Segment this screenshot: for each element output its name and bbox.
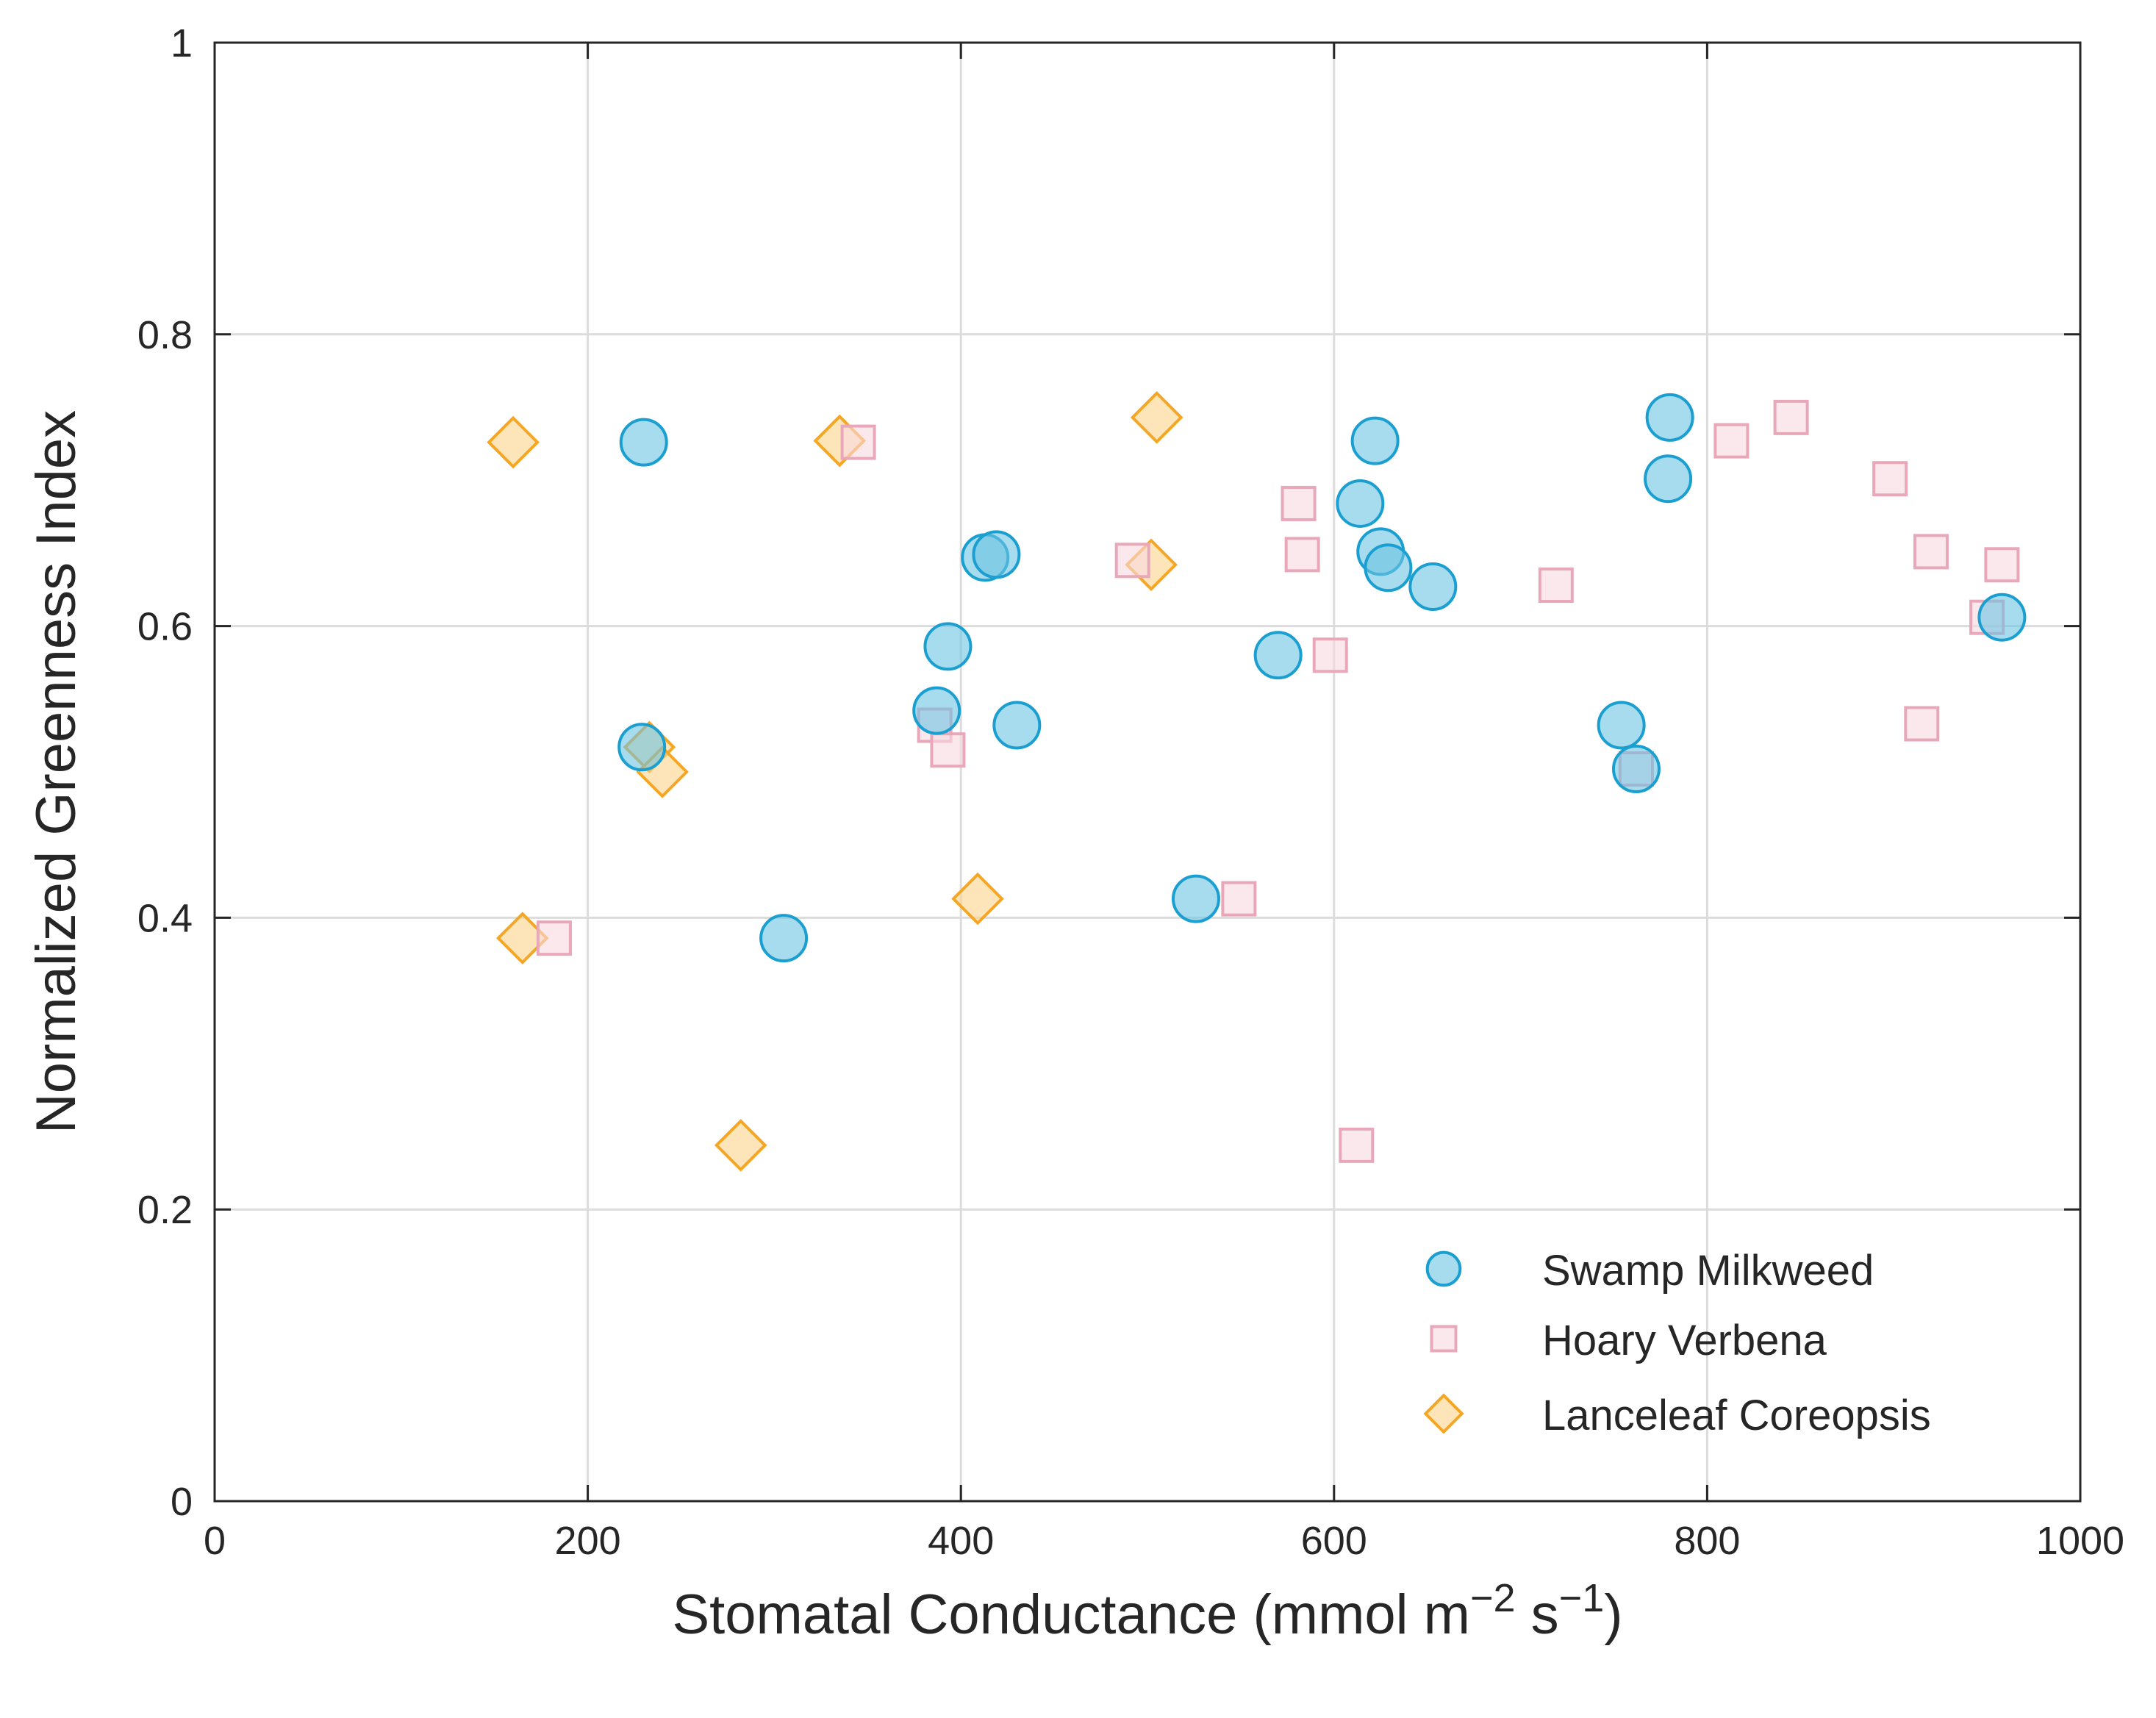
hoary-verbena-point [1984, 547, 2020, 583]
swamp-milkweed-point [972, 530, 1021, 579]
swamp-milkweed-point [1364, 543, 1413, 593]
x-axis-label-sup1: −2 [1470, 1576, 1516, 1620]
axis-ticks [213, 41, 2082, 1503]
hoary-verbena-point [1312, 637, 1348, 673]
lanceleaf-coreopsis-point [714, 1119, 767, 1172]
x-tick-label: 200 [555, 1519, 621, 1563]
hoary-verbena-point [930, 732, 966, 768]
swamp-milkweed-point [912, 686, 961, 735]
lanceleaf-coreopsis-point [1130, 391, 1183, 444]
hoary-verbena-point [1221, 881, 1257, 917]
y-tick-label: 0.2 [137, 1188, 193, 1232]
x-tick-label: 0 [204, 1519, 226, 1563]
hoary-verbena-point [1281, 485, 1317, 521]
hoary-verbena-point [536, 920, 572, 956]
hoary-verbena-point [1284, 537, 1320, 573]
swamp-milkweed-point [1253, 631, 1303, 680]
swamp-milkweed-point [617, 723, 667, 772]
swamp-milkweed-point [759, 914, 809, 963]
swamp-milkweed-point [1171, 874, 1220, 923]
legend-label-swamp-milkweed: Swamp Milkweed [1542, 1247, 1874, 1295]
hoary-verbena-point [1339, 1127, 1375, 1163]
x-axis-label: Stomatal Conductance (mmol m−2 s−1) [672, 1576, 1622, 1646]
swamp-milkweed-point [1645, 393, 1694, 442]
x-tick-label: 1000 [2036, 1519, 2124, 1563]
hoary-verbena-point [1913, 534, 1949, 570]
legend-marker-hoary-verbena [1430, 1325, 1458, 1353]
legend-label-hoary-verbena: Hoary Verbena [1542, 1317, 1827, 1364]
y-axis-label: Normalized Greenness Index [25, 410, 87, 1134]
data-points [487, 391, 2027, 1172]
swamp-milkweed-point [1350, 416, 1400, 465]
legend-item-lanceleaf-coreopsis: Lanceleaf Coreopsis [1423, 1392, 1931, 1439]
x-tick-label: 800 [1674, 1519, 1740, 1563]
hoary-verbena-point [840, 424, 876, 460]
swamp-milkweed-point [1611, 745, 1661, 794]
x-axis-label-main: Stomatal Conductance (mmol m [672, 1583, 1470, 1646]
swamp-milkweed-point [923, 622, 973, 671]
x-axis-label-end: ) [1604, 1583, 1622, 1646]
hoary-verbena-point [1904, 706, 1940, 742]
swamp-milkweed-point [1336, 479, 1385, 528]
y-tick-label: 0.6 [137, 605, 193, 649]
swamp-milkweed-point [619, 418, 668, 467]
legend: Swamp Milkweed Hoary Verbena Lanceleaf C… [1423, 1247, 1931, 1439]
swamp-milkweed-point [1408, 562, 1458, 612]
lanceleaf-coreopsis-point [951, 872, 1004, 926]
hoary-verbena-point [1538, 568, 1574, 604]
x-tick-label: 400 [928, 1519, 994, 1563]
hoary-verbena-point [1114, 543, 1150, 579]
y-tick-label: 0.4 [137, 896, 193, 940]
y-tick-label: 0.8 [137, 313, 193, 357]
y-tick-label: 1 [171, 21, 193, 65]
legend-marker-swamp-milkweed [1425, 1250, 1462, 1287]
legend-item-swamp-milkweed: Swamp Milkweed [1425, 1247, 1874, 1295]
legend-marker-lanceleaf-coreopsis [1423, 1393, 1464, 1434]
hoary-verbena-point [1773, 399, 1809, 435]
swamp-milkweed-point [1597, 701, 1646, 750]
x-axis-label-mid: s [1516, 1583, 1559, 1646]
y-tick-label: 0 [171, 1480, 193, 1524]
swamp-milkweed-point [992, 701, 1042, 750]
legend-label-lanceleaf-coreopsis: Lanceleaf Coreopsis [1542, 1392, 1931, 1439]
swamp-milkweed-point [1977, 593, 2027, 642]
lanceleaf-coreopsis-point [487, 415, 540, 469]
legend-item-hoary-verbena: Hoary Verbena [1430, 1317, 1827, 1364]
x-axis-label-sup2: −1 [1559, 1576, 1605, 1620]
x-tick-label: 600 [1301, 1519, 1367, 1563]
hoary-verbena-point [1713, 423, 1749, 459]
hoary-verbena-point [1872, 461, 1908, 497]
swamp-milkweed-point [1644, 454, 1693, 504]
plot-frame [213, 41, 2082, 1503]
tick-labels: 0 200 400 600 800 1000 0 0.2 0.4 0.6 0.8 1 [137, 21, 2124, 1563]
